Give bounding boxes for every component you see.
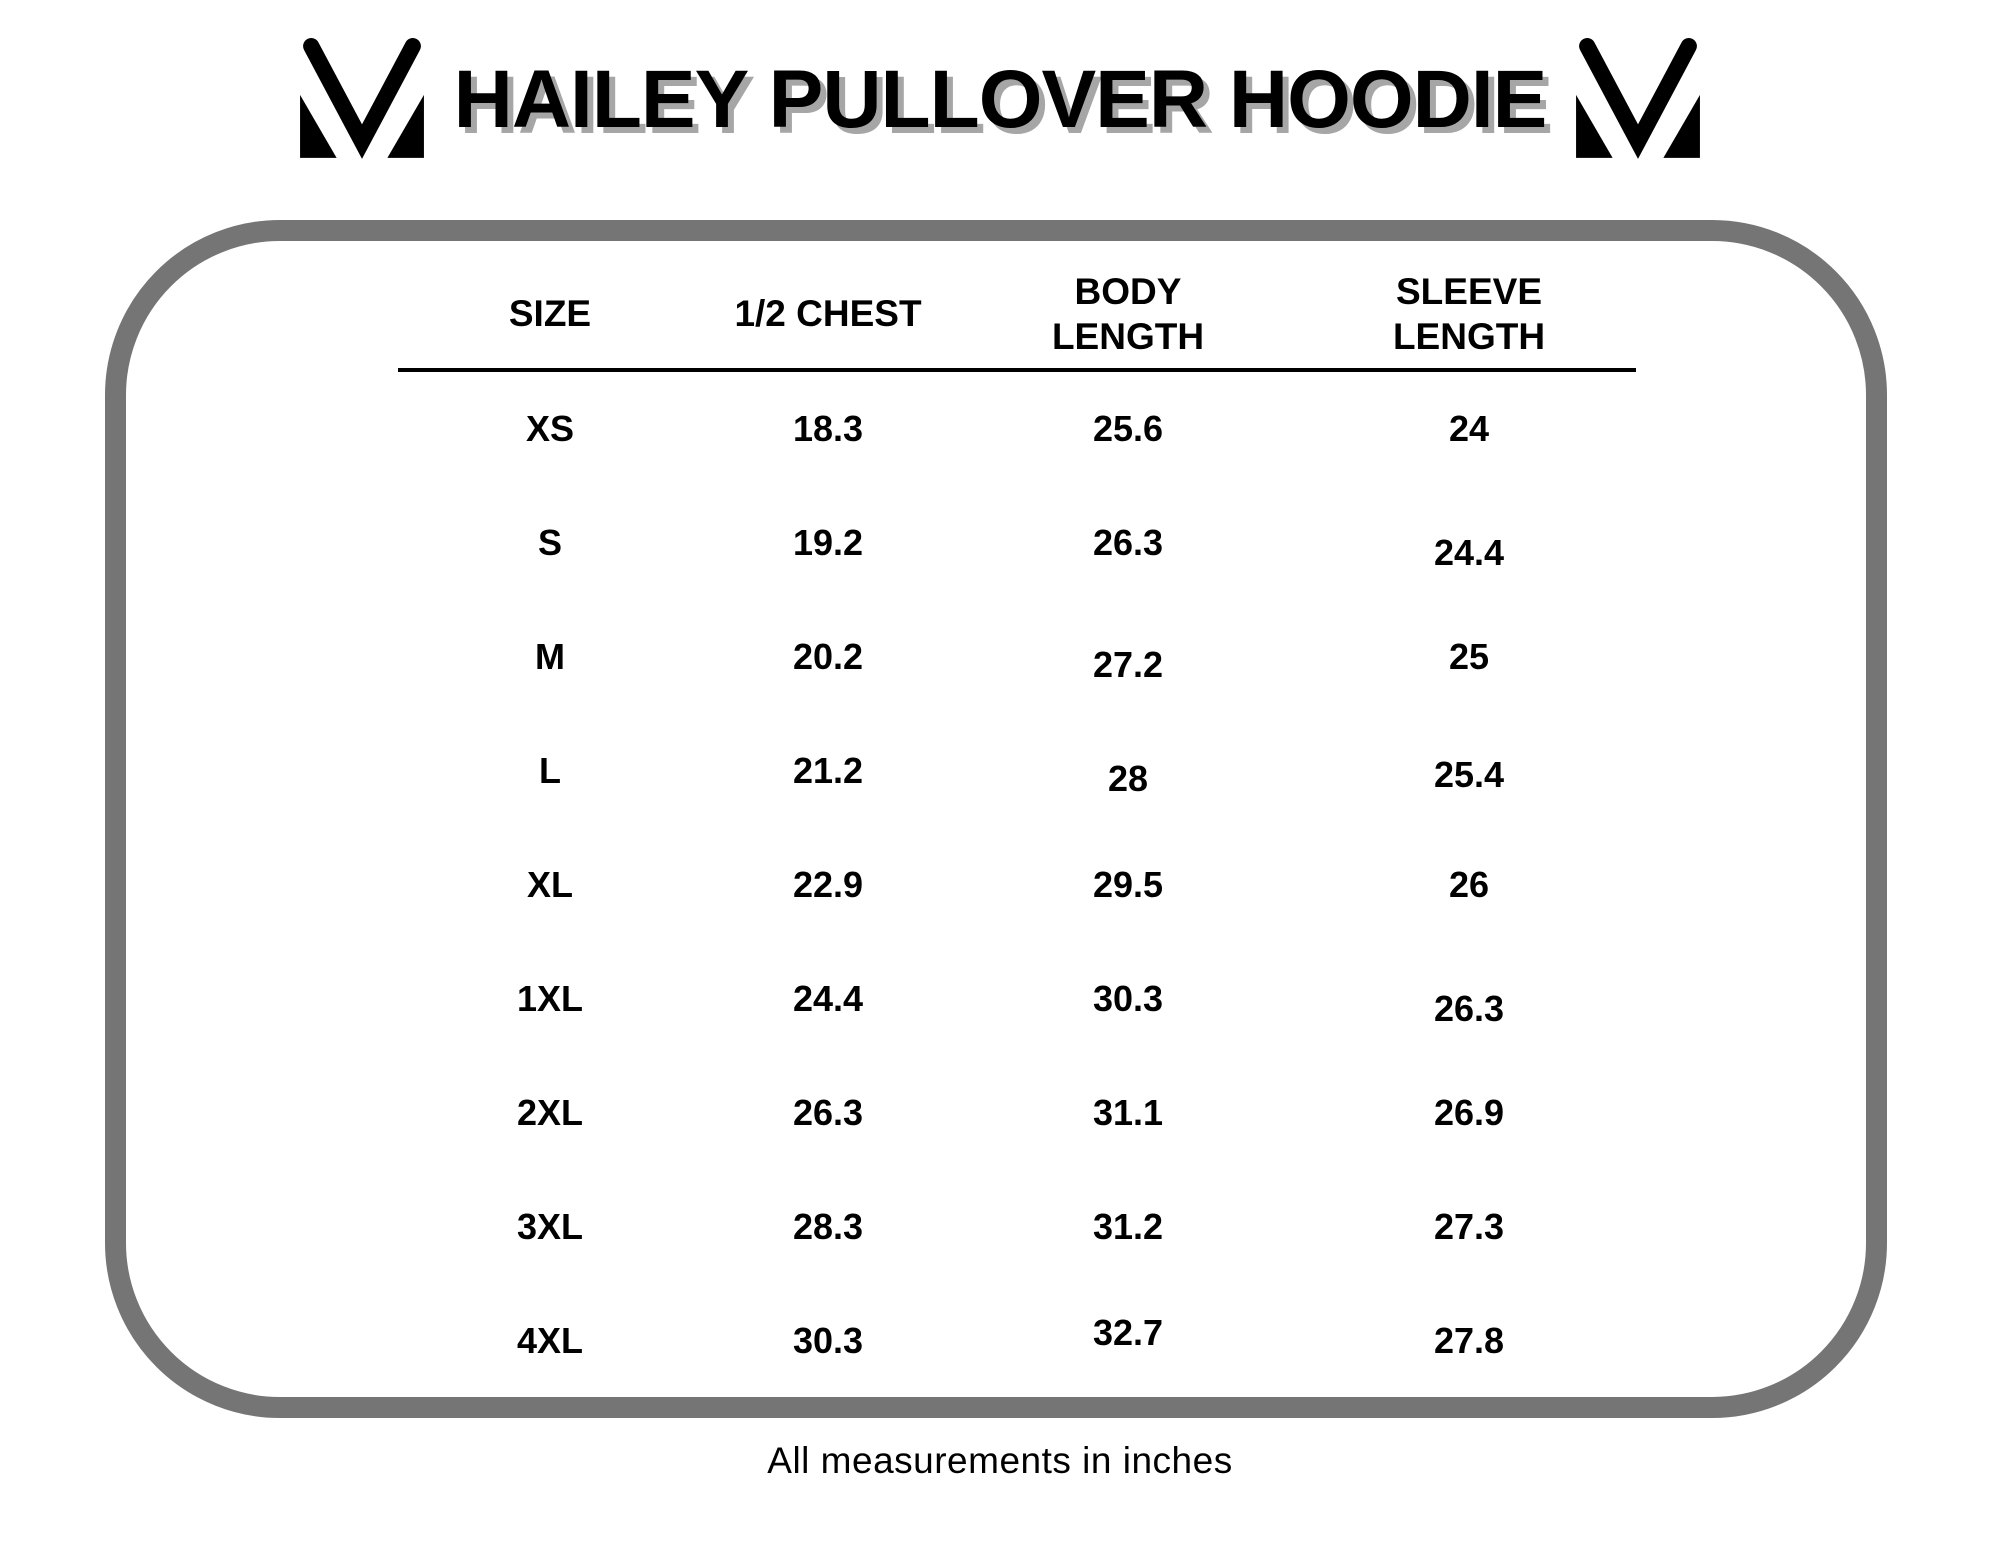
body-cell: 25.6	[1092, 408, 1164, 449]
chest-cell: 24.4	[792, 978, 864, 1019]
table-header-row: SIZE 1/2 CHEST BODY LENGTH SLEEVE LENGTH	[398, 266, 1636, 362]
size-cell: 1XL	[516, 978, 584, 1019]
table-row-1xl: 1XL 24.4 30.3 26.3	[398, 942, 1636, 1056]
table-row-4xl: 4XL 30.3 32.7 27.8	[398, 1284, 1636, 1398]
sleeve-cell: 26	[1448, 864, 1490, 905]
sleeve-cell: 27.3	[1433, 1206, 1505, 1247]
size-cell: 3XL	[516, 1206, 584, 1247]
size-cell: S	[537, 522, 562, 563]
page-title: HAILEY PULLOVER HOODIE	[453, 54, 1548, 145]
size-cell: 2XL	[516, 1092, 584, 1133]
body-cell: 29.5	[1092, 864, 1164, 905]
column-header-sleeve: SLEEVE LENGTH	[1392, 270, 1546, 357]
chest-cell: 22.9	[792, 864, 864, 905]
table-row-s: S 19.2 26.3 24.4	[398, 486, 1636, 600]
size-cell: L	[539, 750, 561, 791]
sleeve-cell: 26.9	[1433, 1092, 1505, 1133]
sleeve-cell: 24.4	[1433, 532, 1505, 573]
chest-cell: 18.3	[792, 408, 864, 449]
size-table: SIZE 1/2 CHEST BODY LENGTH SLEEVE LENGTH…	[398, 266, 1636, 1398]
chest-cell: 26.3	[792, 1092, 864, 1133]
sleeve-cell: 24	[1448, 408, 1490, 449]
body-cell: 31.2	[1092, 1206, 1164, 1247]
column-header-chest: 1/2 CHEST	[734, 293, 922, 335]
sleeve-cell: 25.4	[1433, 754, 1505, 795]
chest-cell: 21.2	[792, 750, 864, 791]
table-row-m: M 20.2 27.2 25	[398, 600, 1636, 714]
chest-cell: 28.3	[792, 1206, 864, 1247]
table-row-xl: XL 22.9 29.5 26	[398, 828, 1636, 942]
chest-cell: 19.2	[792, 522, 864, 563]
header: HAILEY PULLOVER HOODIE	[0, 36, 2000, 164]
size-cell: 4XL	[516, 1320, 584, 1361]
sleeve-cell: 27.8	[1433, 1320, 1505, 1361]
table-row-l: L 21.2 28 25.4	[398, 714, 1636, 828]
body-cell: 30.3	[1092, 978, 1164, 1019]
sleeve-cell: 26.3	[1433, 988, 1505, 1029]
table-row-3xl: 3XL 28.3 31.2 27.3	[398, 1170, 1636, 1284]
table-row-xs: XS 18.3 25.6 24	[398, 372, 1636, 486]
size-cell: M	[535, 636, 565, 677]
column-header-body: BODY LENGTH	[1051, 270, 1205, 357]
mv-monogram-icon-right	[1576, 38, 1701, 159]
measurement-note: All measurements in inches	[767, 1440, 1233, 1481]
body-cell: 32.7	[1092, 1312, 1164, 1353]
chest-cell: 20.2	[792, 636, 864, 677]
header-divider-line	[398, 368, 1636, 372]
chest-cell: 30.3	[792, 1320, 864, 1361]
mv-monogram-icon-left	[299, 38, 424, 159]
size-cell: XL	[526, 864, 573, 905]
size-chart-panel: SIZE 1/2 CHEST BODY LENGTH SLEEVE LENGTH…	[105, 220, 1887, 1418]
body-cell: 27.2	[1092, 644, 1164, 685]
sleeve-cell: 25	[1448, 636, 1490, 677]
column-header-size: SIZE	[508, 293, 592, 335]
body-cell: 28	[1107, 758, 1149, 799]
body-cell: 26.3	[1092, 522, 1164, 563]
body-cell: 31.1	[1092, 1092, 1164, 1133]
table-row-2xl: 2XL 26.3 31.1 26.9	[398, 1056, 1636, 1170]
size-cell: XS	[525, 408, 575, 449]
